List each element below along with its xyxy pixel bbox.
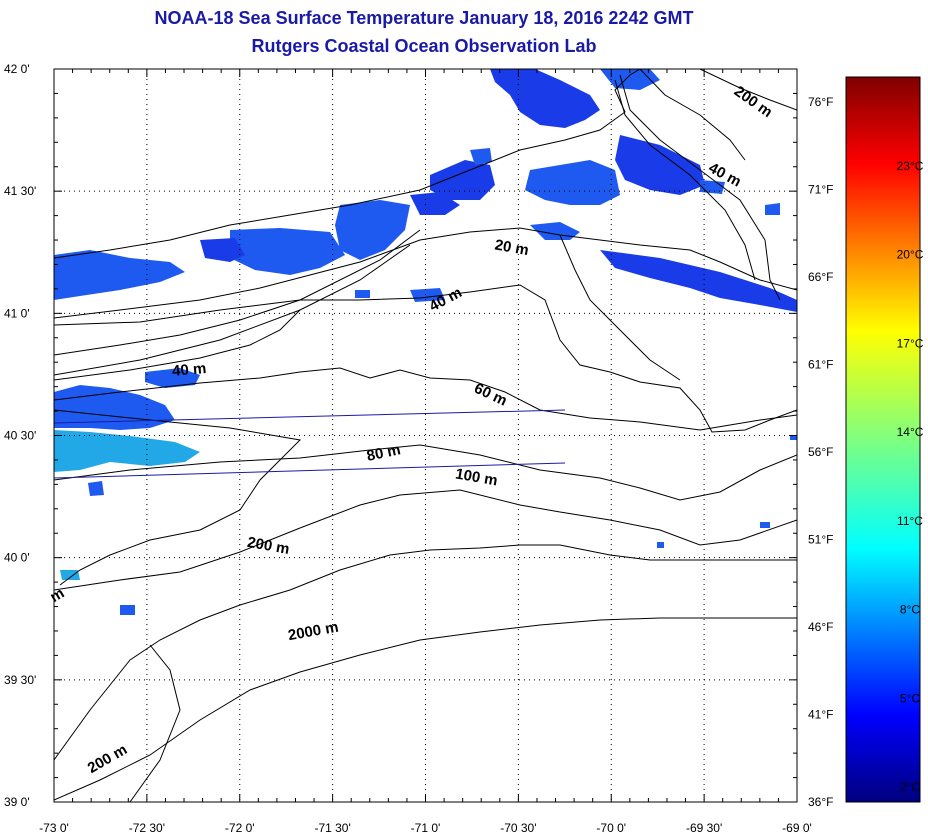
fahrenheit-tick-label: 46°F (808, 620, 833, 634)
fahrenheit-tick-label: 41°F (808, 708, 833, 722)
depth-label: 20 m (493, 236, 530, 259)
lon-tick-label: -69 0' (782, 821, 812, 835)
lat-tick-label: 40 0' (4, 551, 30, 565)
lat-tick-label: 42 0' (4, 62, 30, 76)
lat-tick-label: 41 30' (4, 184, 36, 198)
lon-tick-label: -72 30' (129, 821, 165, 835)
depth-label: 100 m (454, 465, 499, 489)
lat-tick-label: 41 0' (4, 306, 30, 320)
depth-label: 80 m (365, 441, 402, 465)
depth-label: 200 m (731, 83, 776, 121)
depth-label: 2000 m (287, 619, 340, 645)
lon-tick-label: -71 0' (411, 821, 441, 835)
sst-data-layer (54, 69, 797, 615)
depth-label: 60 m (471, 380, 509, 410)
lon-tick-label: -70 0' (596, 821, 626, 835)
fahrenheit-tick-label: 36°F (808, 795, 833, 809)
lat-tick-label: 40 30' (4, 429, 36, 443)
celsius-tick-label: 23°C (897, 159, 924, 173)
fahrenheit-tick-label: 71°F (808, 183, 833, 197)
celsius-tick-label: 14°C (897, 425, 924, 439)
colorbar-ticks: 2°C 5°C 8°C 11°C 14°C 17°C 20°C 23°C (897, 159, 924, 794)
lat-tick-label: 39 0' (4, 795, 30, 809)
colorbar (845, 76, 921, 803)
depth-label: 40 m (171, 360, 207, 380)
fahrenheit-tick-label: 61°F (808, 358, 833, 372)
lon-tick-label: -70 30' (500, 821, 536, 835)
lat-lon-grid (54, 69, 797, 802)
fahrenheit-tick-label: 51°F (808, 533, 833, 547)
celsius-tick-label: 8°C (900, 603, 920, 617)
lat-tick-label: 39 30' (4, 673, 36, 687)
celsius-tick-label: 11°C (897, 514, 923, 528)
lon-tick-label: -69 30' (686, 821, 722, 835)
bathymetry-contours (54, 69, 797, 802)
lon-tick-label: -73 0' (39, 821, 69, 835)
fahrenheit-tick-label: 66°F (808, 270, 833, 284)
map-title: NOAA-18 Sea Surface Temperature January … (154, 8, 694, 28)
lon-tick-label: -72 0' (225, 821, 255, 835)
map-axes: -73 0' -72 30' -72 0' -71 30' -71 0' -70 30' -… (4, 62, 833, 835)
fahrenheit-tick-label: 56°F (808, 445, 833, 459)
lon-tick-label: -71 30' (314, 821, 350, 835)
depth-label: 200 m (246, 534, 291, 558)
fahrenheit-tick-label: 76°F (808, 95, 833, 109)
satellite-track-lines (53, 409, 566, 479)
celsius-tick-label: 17°C (897, 336, 924, 350)
celsius-tick-label: 5°C (900, 691, 920, 705)
map-subtitle: Rutgers Coastal Ocean Observation Lab (251, 36, 597, 56)
depth-label: m (47, 585, 67, 606)
celsius-tick-label: 20°C (897, 248, 924, 262)
depth-label: 200 m (85, 741, 130, 777)
celsius-tick-label: 2°C (900, 780, 920, 794)
